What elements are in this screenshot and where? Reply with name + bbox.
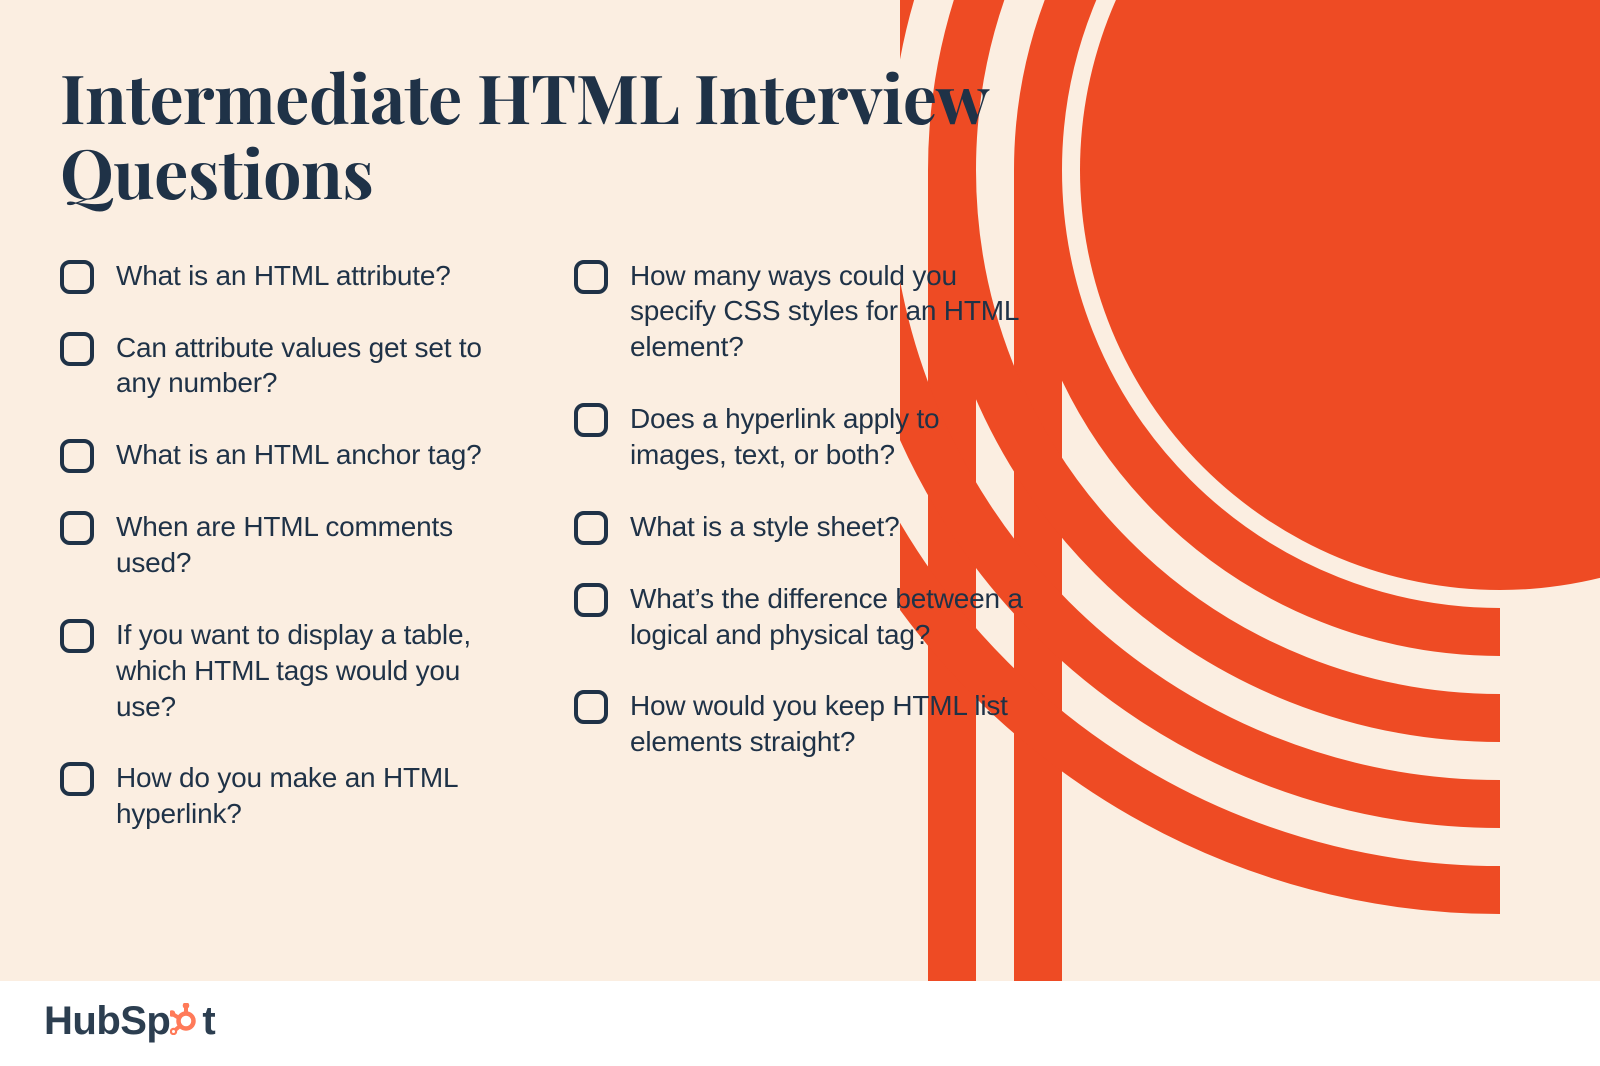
checkbox-icon xyxy=(574,690,608,724)
checkbox-icon xyxy=(574,583,608,617)
question-item: What is a style sheet? xyxy=(574,509,1024,545)
checkbox-icon xyxy=(60,332,94,366)
logo-text-pre: HubSp xyxy=(44,999,170,1044)
question-text: What is a style sheet? xyxy=(630,509,900,545)
checkbox-icon xyxy=(574,511,608,545)
question-item: What is an HTML attribute? xyxy=(60,258,510,294)
question-item: How many ways could you specify CSS styl… xyxy=(574,258,1024,365)
checkbox-icon xyxy=(60,619,94,653)
checkbox-icon xyxy=(60,439,94,473)
page-title: Intermediate HTML Interview Questions xyxy=(60,60,1020,210)
question-text: If you want to display a table, which HT… xyxy=(116,617,510,724)
question-item: How do you make an HTML hyperlink? xyxy=(60,760,510,832)
question-text: What is an HTML attribute? xyxy=(116,258,451,294)
checkbox-icon xyxy=(60,511,94,545)
checkbox-icon xyxy=(60,762,94,796)
question-columns: What is an HTML attribute? Can attribute … xyxy=(60,258,1060,832)
checkbox-icon xyxy=(574,260,608,294)
question-item: What is an HTML anchor tag? xyxy=(60,437,510,473)
question-item: How would you keep HTML list elements st… xyxy=(574,688,1024,760)
question-item: Does a hyperlink apply to images, text, … xyxy=(574,401,1024,473)
question-column-right: How many ways could you specify CSS styl… xyxy=(574,258,1024,832)
question-text: What’s the difference between a logical … xyxy=(630,581,1024,653)
sprocket-icon xyxy=(170,1003,202,1040)
question-column-left: What is an HTML attribute? Can attribute … xyxy=(60,258,510,832)
infographic-canvas: Intermediate HTML Interview Questions Wh… xyxy=(0,0,1600,1066)
question-item: Can attribute values get set to any numb… xyxy=(60,330,510,402)
logo-text-post: t xyxy=(202,999,215,1044)
question-item: When are HTML comments used? xyxy=(60,509,510,581)
question-text: When are HTML comments used? xyxy=(116,509,510,581)
content-area: Intermediate HTML Interview Questions Wh… xyxy=(0,0,1100,832)
hubspot-logo: HubSp t xyxy=(44,999,215,1044)
question-text: How many ways could you specify CSS styl… xyxy=(630,258,1024,365)
footer: HubSp t xyxy=(0,981,1600,1066)
checkbox-icon xyxy=(574,403,608,437)
question-item: What’s the difference between a logical … xyxy=(574,581,1024,653)
checkbox-icon xyxy=(60,260,94,294)
question-text: What is an HTML anchor tag? xyxy=(116,437,482,473)
question-item: If you want to display a table, which HT… xyxy=(60,617,510,724)
question-text: How would you keep HTML list elements st… xyxy=(630,688,1024,760)
question-text: How do you make an HTML hyperlink? xyxy=(116,760,510,832)
question-text: Does a hyperlink apply to images, text, … xyxy=(630,401,1024,473)
question-text: Can attribute values get set to any numb… xyxy=(116,330,510,402)
